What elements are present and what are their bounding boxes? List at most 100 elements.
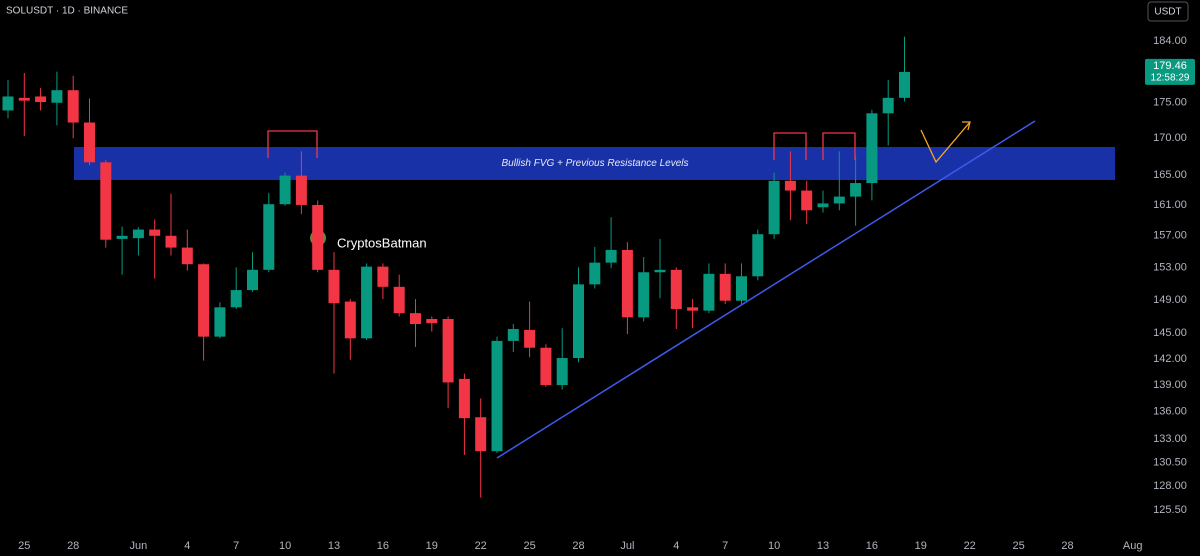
candle-body [312,204,324,270]
resistance-bracket [822,132,856,160]
x-tick-label: 10 [768,540,780,552]
y-tick-label: 170.00 [1153,132,1187,144]
y-tick-label: 128.00 [1153,480,1187,492]
x-tick-label: 19 [426,540,438,552]
candle-body [361,266,373,339]
candle-body [507,329,519,341]
candle-body [605,249,617,263]
candle-body [817,203,829,208]
y-tick-label: 157.00 [1153,230,1187,242]
candle-body [84,122,95,163]
candle-body [524,329,536,348]
candle-body [801,190,813,211]
y-tick-label: 145.00 [1153,327,1187,339]
candle-body [899,71,910,98]
x-tick-label: 4 [184,540,190,552]
candle-body [589,262,601,285]
x-tick-label: 25 [1012,540,1024,552]
y-tick-label: 139.00 [1153,379,1187,391]
candle-body [768,180,780,235]
y-tick-label: 133.00 [1153,433,1187,445]
fvg-zone [74,147,1115,180]
candle-body [784,180,796,191]
x-tick-label: 13 [817,540,829,552]
y-tick-label: 149.00 [1153,294,1187,306]
last-price-box [1145,58,1195,85]
y-tick-label: 142.00 [1153,353,1187,365]
x-tick-label: 25 [523,540,535,552]
x-tick-label: 7 [233,540,239,552]
candle-body [833,196,845,204]
candle-body [165,235,177,248]
candle-body [393,286,405,314]
watermark: CryptosBatman [337,235,427,250]
x-tick-label: 28 [67,540,79,552]
candle-body [719,273,731,301]
candle-body [181,247,193,265]
x-tick-label: Aug [1123,540,1143,552]
chart-title: SOLUSDT · 1D · BINANCE [6,6,128,17]
candle-body [263,204,275,270]
candle-body [866,113,878,184]
candle-body [491,340,503,452]
candle-body [116,235,128,239]
currency-box [1147,1,1189,22]
x-tick-label: 19 [915,540,927,552]
y-tick-label: 153.00 [1153,261,1187,273]
candle-body [736,276,747,301]
trend-line [496,120,1036,459]
candle-body [198,264,210,337]
y-tick-label: 184.00 [1153,35,1187,47]
projection-arrow [920,121,971,164]
candle-body [442,318,454,383]
x-tick-label: 22 [964,540,976,552]
resistance-bracket [773,132,807,160]
candle-body [850,183,862,197]
candle-body [35,96,47,103]
candle-body [882,97,894,114]
x-tick-label: 7 [722,540,728,552]
candle-body [475,417,487,452]
x-tick-label: 10 [279,540,291,552]
x-tick-label: 28 [572,540,584,552]
candle-body [18,97,30,101]
x-tick-label: 28 [1061,540,1073,552]
zone-label: Bullish FVG + Previous Resistance Levels [501,158,688,169]
x-tick-label: 25 [18,540,30,552]
resistance-bracket [267,130,318,158]
candle-body [670,269,682,309]
candle-body [377,266,389,287]
y-tick-label: 165.00 [1153,169,1187,181]
arrow-head [962,121,971,131]
x-tick-label: 22 [475,540,487,552]
candle-body [458,378,470,419]
candle-body [328,269,340,304]
candle-body [279,175,291,205]
x-tick-label: Jun [130,540,148,552]
candle-body [2,96,14,111]
candle-body [687,307,699,311]
y-tick-label: 130.50 [1153,456,1187,468]
y-tick-label: 175.00 [1153,97,1187,109]
candle-body [703,273,715,311]
candle-body [556,358,568,386]
candle-body [344,301,356,339]
candle-body [295,175,307,205]
candle-body [67,90,79,123]
candle-body [230,290,242,308]
y-tick-label: 125.50 [1153,504,1187,516]
x-tick-label: Jul [620,540,634,552]
candle-body [654,269,666,273]
y-tick-label: 136.00 [1153,406,1187,418]
candle-body [100,162,112,240]
last-price: 179.46 [1153,60,1187,72]
candle-body [214,307,226,337]
candle-body [247,269,258,291]
candle-body [540,347,552,386]
countdown: 12:58:29 [1151,73,1190,84]
candle-body [51,90,63,103]
x-tick-label: 16 [866,540,878,552]
y-tick-label: 161.00 [1153,199,1187,211]
